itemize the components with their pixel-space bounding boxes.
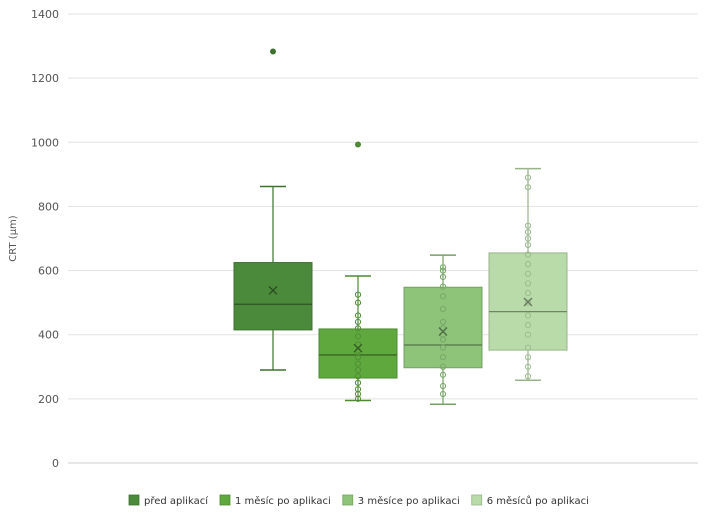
legend-label: před aplikací — [144, 495, 209, 507]
data-point — [524, 270, 532, 277]
grid-layer — [68, 13, 698, 464]
data-point — [439, 264, 447, 271]
y-axis-label: CRT (µm) — [8, 215, 19, 261]
data-point — [439, 318, 447, 325]
legend-label: 1 měsíc po aplikaci — [235, 495, 331, 507]
data-point — [439, 390, 447, 398]
y-tick-label: 1400 — [31, 8, 59, 21]
data-point — [439, 354, 447, 361]
data-point — [354, 354, 362, 361]
data-point — [354, 386, 362, 393]
mean-marker — [523, 297, 533, 307]
data-point — [439, 293, 447, 300]
box-group — [318, 141, 398, 402]
data-point — [524, 373, 532, 380]
legend-item: 3 měsíce po aplikaci — [342, 494, 460, 507]
data-point — [524, 228, 532, 236]
data-point — [524, 222, 532, 229]
data-point — [524, 174, 532, 181]
data-point — [524, 331, 532, 338]
data-point — [524, 184, 532, 191]
box — [233, 262, 313, 331]
data-point — [439, 273, 447, 281]
data-point — [524, 280, 532, 287]
y-axis-ticks: 0 200 400 600 800 1000 1200 1400 — [31, 8, 59, 470]
data-point — [354, 333, 362, 340]
y-tick-label: 1000 — [31, 136, 59, 149]
data-point — [354, 360, 362, 367]
data-point — [524, 235, 532, 242]
data-point — [524, 261, 532, 268]
data-point — [524, 344, 532, 351]
y-tick-label: 1200 — [31, 72, 59, 85]
y-tick-label: 600 — [38, 265, 59, 278]
data-point — [354, 299, 362, 306]
data-point — [524, 354, 532, 361]
data-point — [354, 373, 362, 380]
legend-label: 6 měsíců po aplikaci — [487, 495, 589, 507]
legend: před aplikací 1 měsíc po aplikaci 3 měsíce… — [128, 494, 589, 507]
data-point — [439, 283, 447, 290]
data-point — [354, 366, 362, 374]
data-point — [354, 312, 362, 319]
box-group — [233, 48, 313, 371]
data-point — [524, 312, 532, 319]
data-point — [439, 267, 447, 274]
outlier-point — [270, 48, 276, 55]
box-group — [488, 167, 568, 382]
data-point — [524, 299, 532, 306]
legend-swatch — [471, 494, 483, 506]
data-point — [439, 382, 447, 390]
y-tick-label: 200 — [38, 393, 59, 406]
y-tick-label: 0 — [52, 457, 59, 470]
data-point — [439, 344, 447, 351]
legend-item: 1 měsíc po aplikaci — [219, 494, 331, 507]
data-point — [354, 341, 362, 348]
box-group — [403, 254, 483, 406]
data-point — [354, 325, 362, 332]
outlier-point — [355, 141, 361, 148]
data-point — [524, 289, 532, 297]
data-point — [354, 379, 362, 386]
legend-swatch — [219, 494, 231, 506]
legend-swatch — [128, 494, 140, 506]
data-point — [524, 241, 532, 249]
legend-item: 6 měsíců po aplikaci — [471, 494, 589, 507]
data-point — [354, 318, 362, 325]
box-layer — [233, 48, 568, 406]
data-point — [524, 363, 532, 370]
data-point — [439, 305, 447, 313]
mean-marker — [438, 327, 448, 336]
legend-swatch — [342, 494, 354, 506]
mean-marker — [353, 343, 363, 353]
y-tick-label: 400 — [38, 329, 59, 342]
data-point — [354, 291, 362, 298]
y-tick-label: 800 — [38, 200, 59, 213]
data-point — [524, 321, 532, 329]
legend-label: 3 měsíce po aplikaci — [358, 495, 460, 507]
data-point — [524, 251, 532, 258]
legend-item: před aplikací — [128, 494, 209, 507]
data-point — [439, 363, 447, 370]
mean-marker — [268, 285, 278, 295]
data-point — [439, 371, 447, 378]
